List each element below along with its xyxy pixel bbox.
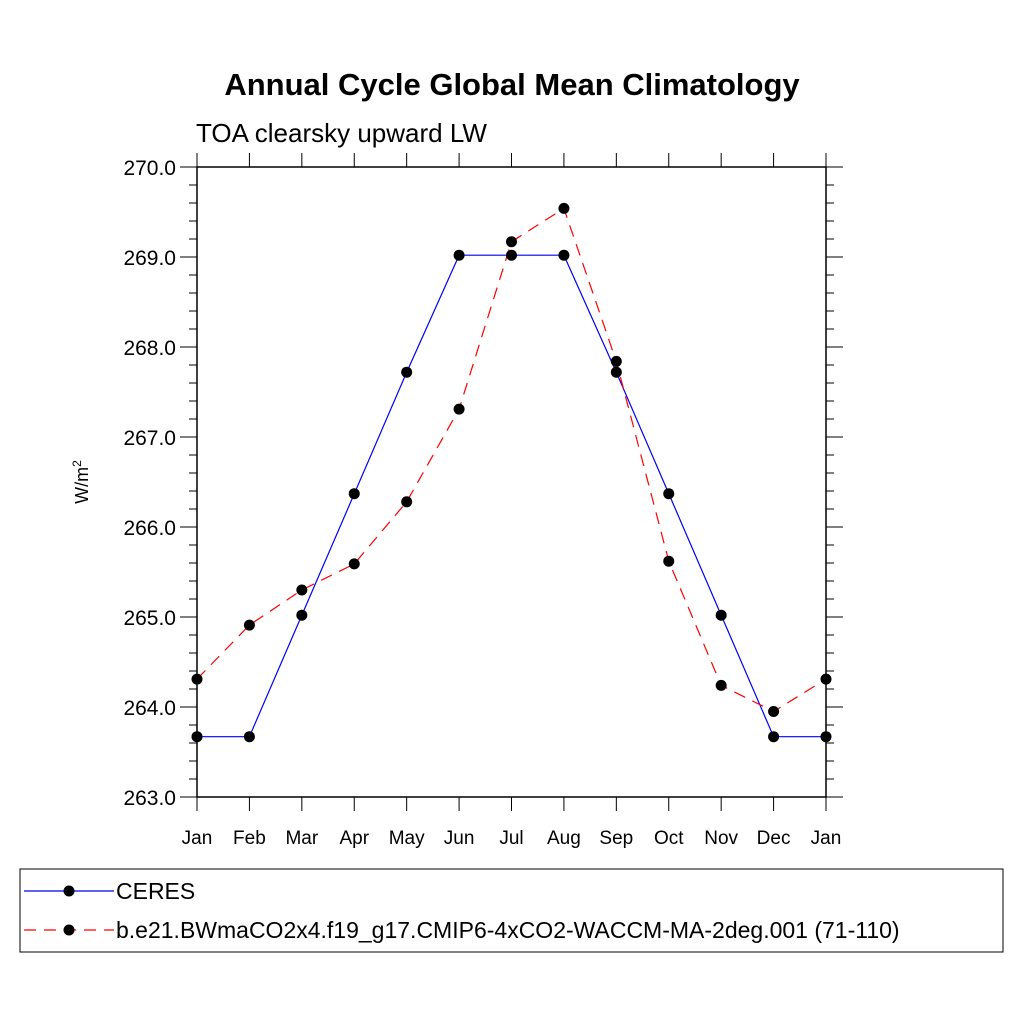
y-tick-label: 264.0 [123,697,176,720]
data-point-ceres [715,609,727,621]
y-axis-label-unit: W/m [72,467,92,504]
legend-box [19,868,1004,953]
data-point-ceres [348,488,360,500]
data-point-ceres [768,731,780,743]
data-point-ceres [506,249,517,261]
y-tick-label: 267.0 [123,427,176,450]
data-point-model [663,555,675,567]
data-point-ceres [663,488,675,500]
data-point-model [348,558,360,570]
x-tick-label: Sep [599,828,633,849]
y-tick-label: 268.0 [123,337,176,360]
y-tick-label: 266.0 [123,517,176,540]
data-point-ceres [610,366,622,378]
y-axis-label-superscript: 2 [70,460,84,467]
data-point-model [558,202,570,214]
data-point-model [506,236,517,248]
x-tick-label: Apr [339,828,369,849]
legend-label-ceres: CERES [116,878,195,904]
x-tick-label: Jun [444,828,475,849]
x-tick-label: Aug [547,828,581,849]
x-tick-label: Oct [654,828,684,849]
data-point-model [715,679,727,691]
plot-frame [196,166,827,798]
data-point-model [243,619,255,631]
x-tick-label: May [389,828,425,849]
y-tick-labels: 263.0 264.0 265.0 266.0 267.0 268.0 269.0 270.0 [123,157,176,810]
y-tick-label: 269.0 [123,247,176,270]
y-tick-label: 265.0 [123,607,176,630]
legend-marker-model [63,924,75,936]
data-point-ceres [296,609,308,621]
legend: CERES b.e21.BWmaCO2x4.f19_g17.CMIP6-4xCO… [19,868,1004,953]
series-line-model [196,207,827,713]
series-layer [191,202,832,743]
data-point-model [296,584,308,596]
x-tick-label: Jul [499,828,523,849]
y-tick-label: 270.0 [123,157,176,180]
chart-title: Annual Cycle Global Mean Climatology [224,67,800,102]
x-tick-label: Dec [757,828,791,849]
data-point-ceres [401,366,413,378]
data-point-model [610,355,622,367]
data-point-model [401,496,413,508]
legend-label-model: b.e21.BWmaCO2x4.f19_g17.CMIP6-4xCO2-WACC… [116,917,900,943]
x-tick-label: Nov [704,828,738,849]
x-tick-label: Jan [811,828,842,849]
data-point-ceres [243,731,255,743]
data-point-model [453,403,465,415]
y-axis-label: W/m2 [70,460,92,504]
chart-subtitle: TOA clearsky upward LW [196,118,487,148]
x-tick-label: Jan [182,828,213,849]
data-point-model [768,706,780,717]
x-tick-label: Feb [233,828,266,849]
data-point-ceres [453,249,465,261]
legend-marker-ceres [63,885,75,897]
x-tick-label: Mar [285,828,318,849]
data-point-ceres [558,249,570,261]
y-tick-label: 263.0 [123,787,176,810]
series-line-ceres [197,254,826,738]
x-tick-labels: Jan Feb Mar Apr May Jun Jul Aug Sep Oct Nov Dec Jan [182,828,842,849]
axis-ticks [180,153,843,811]
